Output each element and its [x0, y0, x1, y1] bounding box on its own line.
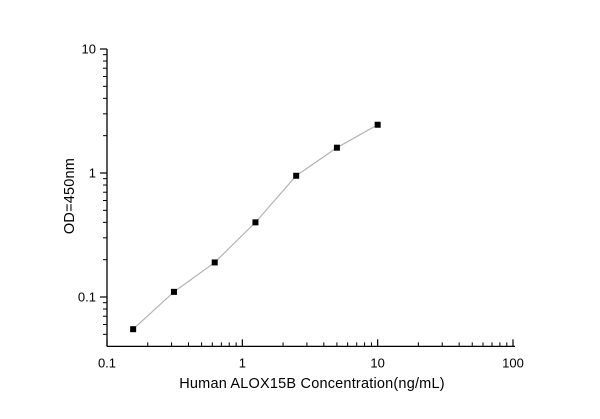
data-point-marker	[252, 219, 259, 226]
data-point-marker	[293, 172, 300, 179]
data-point-marker	[211, 259, 218, 266]
data-point-marker	[170, 288, 177, 295]
y-axis-label: OD=450nm	[62, 157, 78, 235]
x-tick-label: 1	[239, 355, 246, 370]
series-line	[132, 124, 378, 330]
data-point-marker	[374, 121, 381, 128]
y-tick-label: 1	[89, 166, 96, 181]
x-tick-label: 0.1	[98, 355, 116, 370]
x-tick-label: 10	[370, 355, 384, 370]
y-tick-label: 0.1	[78, 290, 96, 305]
x-tick-label: 100	[502, 355, 524, 370]
data-point-marker	[333, 144, 340, 151]
y-tick-label: 10	[82, 42, 96, 57]
x-axis-label: Human ALOX15B Concentration(ng/mL)	[179, 376, 445, 392]
data-point-marker	[130, 326, 137, 333]
